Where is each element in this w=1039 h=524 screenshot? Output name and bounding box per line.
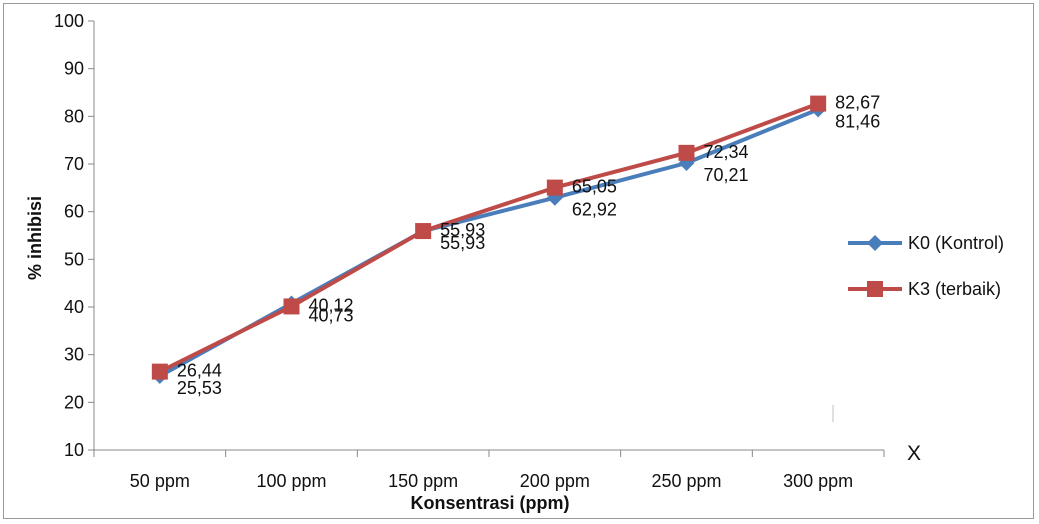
data-label-0: 25,53 [177,378,222,398]
line-chart: 10 20 30 40 50 60 70 80 90 100 50 ppm 100 ppm 150 p… [25,11,1004,513]
data-label-1: 26,44 [177,361,222,381]
x-tick-label: 150 ppm [388,471,458,491]
y-tick-label: 20 [64,392,84,412]
x-tick-label: 250 ppm [651,471,721,491]
legend: K0 (Kontrol) K3 (terbaik) [848,233,1004,299]
data-labels: 25,53 40,73 55,93 62,92 70,21 81,46 26,44 40,12… [177,93,880,398]
data-point-1 [546,179,563,196]
data-point-1 [810,95,827,112]
y-tick-label: 70 [64,154,84,174]
data-label-1: 40,12 [309,295,354,315]
y-axis-title: % inhibisi [25,196,45,280]
data-point-1 [283,298,300,315]
legend-label-0: K0 (Kontrol) [908,233,1004,253]
x-tick-label: 300 ppm [783,471,853,491]
x-axis-title: Konsentrasi (ppm) [410,493,569,513]
y-tick-label: 80 [64,106,84,126]
legend-label-1: K3 (terbaik) [908,279,1001,299]
data-point-1 [415,223,432,240]
y-tick-label: 100 [54,11,84,31]
chart-frame: 10 20 30 40 50 60 70 80 90 100 50 ppm 100 ppm 150 p… [3,3,1034,519]
data-label-1: 72,34 [704,142,749,162]
data-label-0: 40,73 [309,306,354,326]
x-tick-label: 50 ppm [130,471,190,491]
x-annotation: X [907,442,921,465]
data-label-0: 62,92 [572,200,617,220]
series-group [151,95,827,384]
y-tick-label: 30 [64,345,84,365]
data-label-1: 65,05 [572,177,617,197]
data-label-0: 70,21 [704,165,749,185]
axes [88,20,885,457]
data-label-0: 81,46 [835,111,880,131]
x-tick-labels: 50 ppm 100 ppm 150 ppm 200 ppm 250 ppm 300 pp… [130,471,853,491]
x-tick-label: 200 ppm [520,471,590,491]
y-tick-labels: 10 20 30 40 50 60 70 80 90 100 [54,11,84,460]
data-point-1 [151,363,168,380]
data-point-1 [678,144,695,161]
y-tick-label: 60 [64,202,84,222]
data-label-1: 82,67 [835,93,880,113]
y-tick-label: 40 [64,297,84,317]
y-tick-label: 10 [64,440,84,460]
legend-marker-0 [867,235,883,251]
series-line-1 [158,101,819,374]
y-tick-label: 90 [64,59,84,79]
data-label-1: 55,93 [440,220,485,240]
y-tick-label: 50 [64,249,84,269]
data-label-0: 55,93 [440,233,485,253]
legend-marker-1 [867,281,883,297]
x-tick-label: 100 ppm [256,471,326,491]
